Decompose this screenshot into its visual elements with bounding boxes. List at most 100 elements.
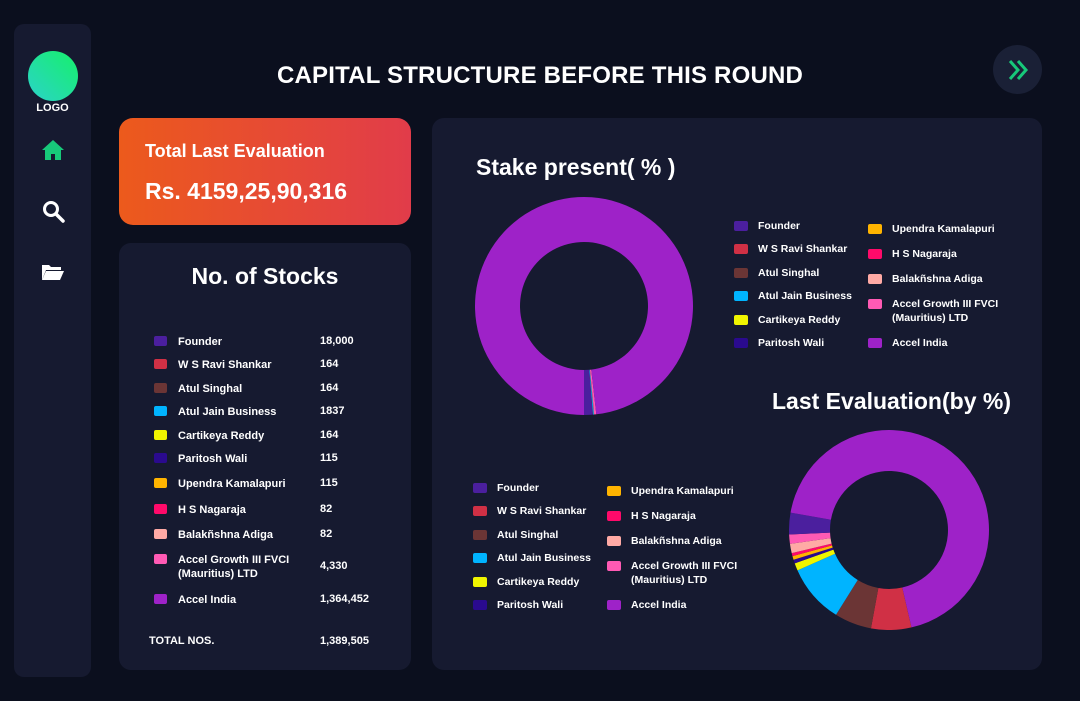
legend-label: Paritosh Wali — [497, 599, 564, 611]
stocks-panel: No. of Stocks Founder 18,000 W S Ravi Shan… — [119, 243, 411, 670]
legend-swatch — [473, 577, 487, 587]
shareholder-name: W S Ravi Shankar — [178, 359, 272, 371]
legend-label: H S Nagaraja — [631, 510, 696, 522]
legend-swatch — [154, 594, 167, 604]
legend-label: Atul Singhal — [497, 529, 559, 541]
donut-slice-0[interactable] — [584, 369, 593, 415]
legend-label: Atul Singhal — [758, 267, 820, 279]
shareholder-name: Paritosh Wali — [178, 453, 248, 465]
charts-panel: Stake present( % ) Founder W S Ravi Shank… — [432, 118, 1042, 670]
legend-swatch — [607, 486, 621, 496]
stock-count: 82 — [320, 528, 333, 540]
donut-slice-6[interactable] — [792, 545, 833, 560]
legend-swatch — [154, 478, 167, 488]
legend-label: Accel Growth III FVCI (Mauritius) LTD — [631, 560, 738, 586]
evaluation-donut-chart — [789, 430, 989, 630]
legend-swatch — [473, 530, 487, 540]
donut-slice-7[interactable] — [791, 543, 833, 557]
legend-label: Accel Growth III FVCI (Mauritius) LTD — [892, 298, 999, 324]
total-evaluation-value: Rs. 4159,25,90,316 — [145, 178, 348, 204]
shareholder-name: Balakñshna Adiga — [178, 529, 273, 541]
donut-slice-3[interactable] — [589, 369, 594, 415]
stock-count: 1,364,452 — [320, 593, 369, 605]
total-value: 1,389,505 — [320, 635, 369, 647]
total-label: TOTAL NOS. — [149, 635, 215, 647]
legend-label: Cartikeya Reddy — [758, 314, 841, 326]
donut-slice-8[interactable] — [789, 538, 832, 554]
shareholder-name: Upendra Kamalapuri — [178, 478, 286, 490]
donut-slice-5[interactable] — [793, 547, 834, 564]
legend-label: Balakñshna Adiga — [631, 535, 722, 547]
evaluation-chart-title: Last Evaluation(by %) — [772, 388, 1011, 414]
legend-swatch — [868, 299, 882, 309]
legend-swatch — [607, 561, 621, 571]
donut-slice-5[interactable] — [589, 369, 595, 415]
legend-swatch — [154, 504, 167, 514]
donut-slice-9[interactable] — [789, 532, 831, 544]
legend-swatch — [154, 430, 167, 440]
stock-count: 18,000 — [320, 335, 354, 347]
legend-label: Cartikeya Reddy — [497, 576, 580, 588]
legend-label: W S Ravi Shankar — [497, 505, 587, 517]
legend-swatch — [154, 406, 167, 416]
legend-label: Accel India — [892, 337, 948, 349]
donut-slice-1[interactable] — [870, 587, 912, 630]
legend-swatch — [154, 359, 167, 369]
donut-slice-2[interactable] — [836, 580, 879, 629]
donut-slice-1[interactable] — [589, 369, 593, 415]
legend-swatch — [473, 600, 487, 610]
stock-count: 115 — [320, 477, 338, 489]
donut-slice-4[interactable] — [589, 369, 595, 415]
donut-slice-8[interactable] — [589, 369, 595, 415]
donut-slice-7[interactable] — [589, 369, 595, 415]
donut-slice-10[interactable] — [475, 197, 693, 415]
legend-swatch — [473, 506, 487, 516]
stock-count: 164 — [320, 429, 339, 441]
legend-label: Founder — [758, 220, 800, 232]
stock-count: 4,330 — [320, 560, 348, 572]
donut-slice-2[interactable] — [589, 369, 594, 415]
legend-swatch — [154, 453, 167, 463]
legend-swatch — [734, 338, 748, 348]
search-icon[interactable] — [40, 198, 66, 224]
shareholder-name: Founder — [178, 336, 222, 348]
legend-swatch — [473, 483, 487, 493]
stock-count: 115 — [320, 452, 338, 464]
legend-swatch — [868, 224, 882, 234]
stake-donut-chart — [475, 197, 693, 415]
legend-swatch — [154, 554, 167, 564]
total-evaluation-label: Total Last Evaluation — [145, 141, 325, 161]
logo[interactable] — [28, 51, 78, 101]
donut-slice-3[interactable] — [797, 553, 858, 615]
next-button[interactable] — [993, 45, 1042, 94]
stock-count: 164 — [320, 358, 339, 370]
legend-label: Atul Jain Business — [758, 290, 852, 302]
shareholder-name: Accel Growth III FVCI (Mauritius) LTD — [178, 554, 290, 580]
legend-label: Upendra Kamalapuri — [631, 485, 734, 497]
legend-swatch — [734, 315, 748, 325]
donut-slice-6[interactable] — [589, 369, 595, 415]
legend-swatch — [734, 244, 748, 254]
sidebar: LOGO — [14, 24, 91, 677]
shareholder-name: Accel India — [178, 594, 237, 606]
shareholder-name: Atul Jain Business — [178, 406, 277, 418]
logo-text: LOGO — [36, 102, 69, 114]
total-evaluation-card: Total Last Evaluation Rs. 4159,25,90,316 — [119, 118, 411, 225]
donut-slice-9[interactable] — [589, 369, 597, 415]
donut-slice-0[interactable] — [789, 512, 831, 535]
legend-swatch — [868, 274, 882, 284]
legend-swatch — [154, 336, 167, 346]
page-title: CAPITAL STRUCTURE BEFORE THIS ROUND — [276, 62, 804, 89]
donut-slice-10[interactable] — [790, 430, 989, 628]
donut-slice-4[interactable] — [794, 549, 836, 571]
folder-icon[interactable] — [40, 259, 66, 285]
legend-label: Upendra Kamalapuri — [892, 223, 995, 235]
legend-label: Balakñshna Adiga — [892, 273, 983, 285]
shareholder-name: Cartikeya Reddy — [178, 430, 265, 442]
legend-label: H S Nagaraja — [892, 248, 957, 260]
legend-swatch — [868, 338, 882, 348]
legend-swatch — [868, 249, 882, 259]
legend-swatch — [734, 291, 748, 301]
home-icon[interactable] — [40, 137, 66, 163]
legend-label: W S Ravi Shankar — [758, 243, 848, 255]
